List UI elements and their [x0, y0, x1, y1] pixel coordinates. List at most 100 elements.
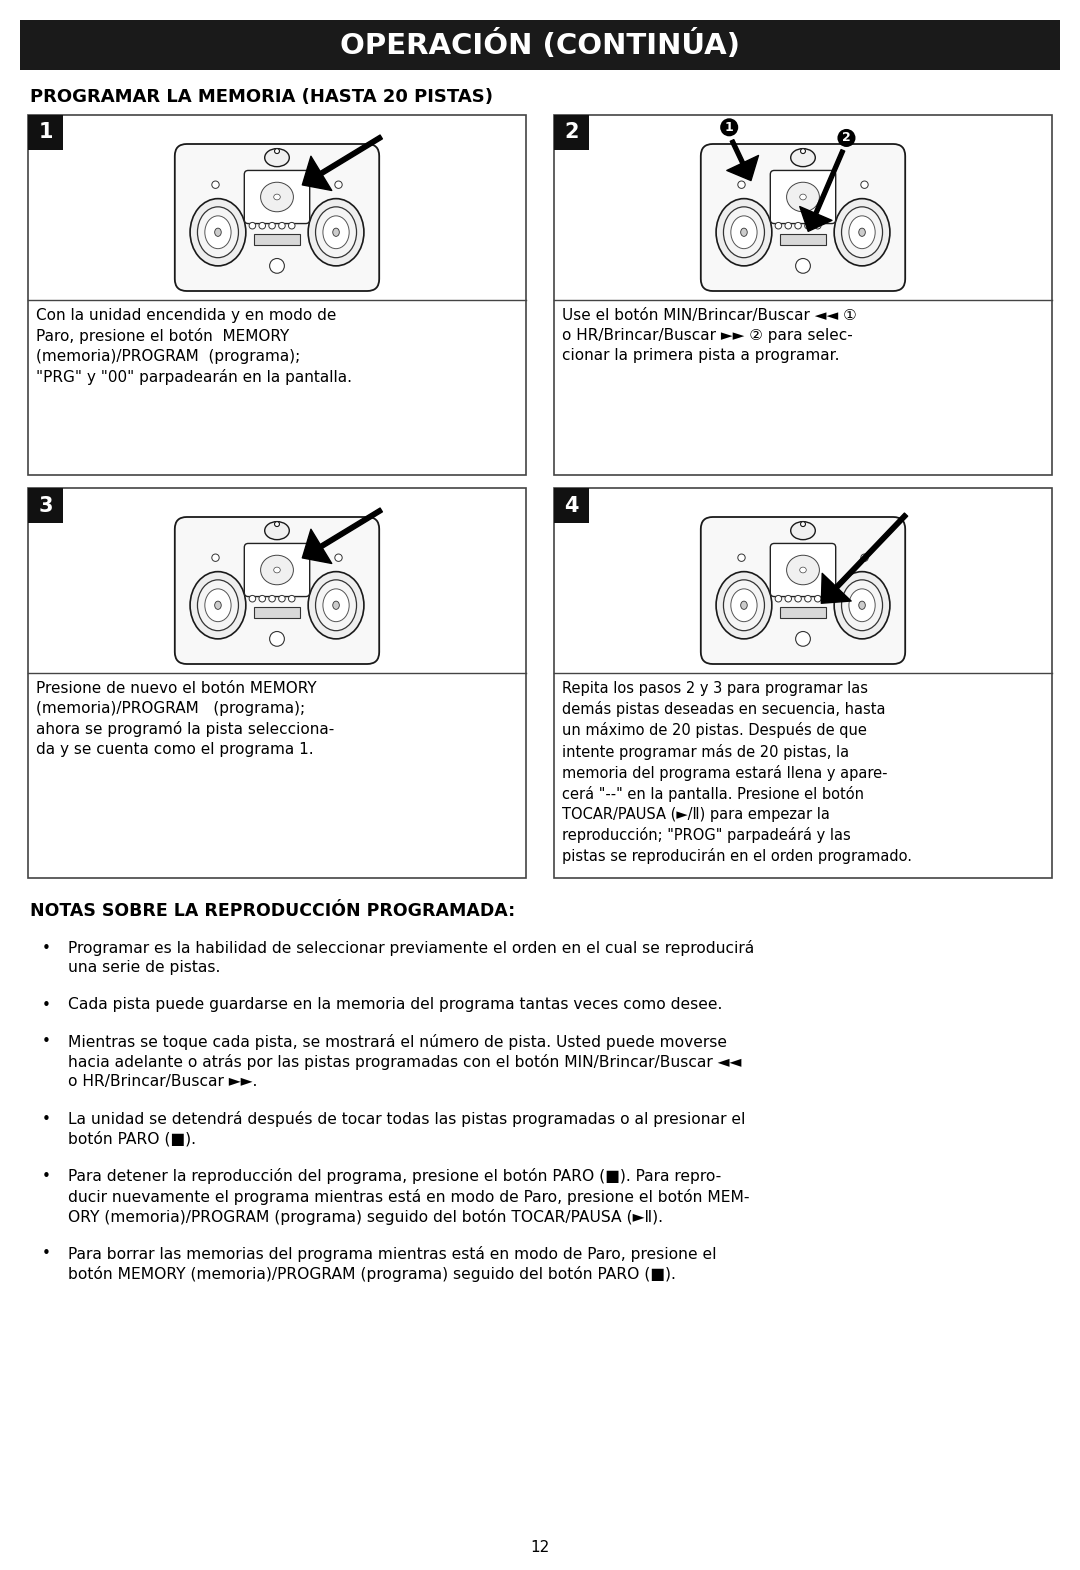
Ellipse shape	[190, 571, 246, 639]
Ellipse shape	[731, 215, 757, 248]
Ellipse shape	[861, 181, 868, 188]
Ellipse shape	[333, 228, 339, 237]
Ellipse shape	[795, 595, 801, 601]
Bar	[255, 608, 299, 617]
Ellipse shape	[190, 199, 246, 265]
Ellipse shape	[198, 207, 239, 257]
Text: Repita los pasos 2 y 3 para programar las
demás pistas deseadas en secuencia, ha: Repita los pasos 2 y 3 para programar la…	[562, 681, 912, 864]
Ellipse shape	[841, 579, 882, 631]
Ellipse shape	[335, 554, 342, 562]
Text: La unidad se detendrá después de tocar todas las pistas programadas o al presion: La unidad se detendrá después de tocar t…	[68, 1112, 745, 1146]
Bar	[21, 20, 1059, 71]
Bar	[28, 488, 63, 523]
Ellipse shape	[785, 595, 792, 601]
Ellipse shape	[849, 589, 875, 622]
Ellipse shape	[859, 228, 865, 237]
Ellipse shape	[288, 223, 295, 229]
Ellipse shape	[269, 223, 275, 229]
Ellipse shape	[716, 571, 772, 639]
Bar	[28, 115, 63, 151]
Ellipse shape	[724, 207, 765, 257]
Ellipse shape	[315, 207, 356, 257]
Text: •: •	[41, 1112, 51, 1127]
Ellipse shape	[785, 223, 792, 229]
Text: 2: 2	[842, 132, 851, 144]
Ellipse shape	[841, 207, 882, 257]
Ellipse shape	[796, 259, 810, 273]
Ellipse shape	[260, 556, 294, 584]
Ellipse shape	[279, 595, 285, 601]
Ellipse shape	[333, 601, 339, 609]
FancyBboxPatch shape	[770, 543, 836, 597]
Text: 1: 1	[38, 122, 53, 143]
Ellipse shape	[837, 129, 855, 148]
Ellipse shape	[198, 579, 239, 631]
Text: Para detener la reproducción del programa, presione el botón PARO (■). Para repr: Para detener la reproducción del program…	[68, 1168, 750, 1225]
Bar	[255, 234, 299, 245]
Ellipse shape	[259, 595, 266, 601]
FancyBboxPatch shape	[175, 144, 379, 290]
Ellipse shape	[279, 223, 285, 229]
Ellipse shape	[786, 182, 820, 212]
Ellipse shape	[814, 595, 821, 601]
Text: Programar es la habilidad de seleccionar previamente el orden en el cual se repr: Programar es la habilidad de seleccionar…	[68, 940, 754, 975]
Text: 2: 2	[564, 122, 579, 143]
Text: •: •	[41, 1170, 51, 1184]
Ellipse shape	[274, 149, 280, 154]
Ellipse shape	[269, 595, 275, 601]
Bar	[781, 234, 825, 245]
Text: •: •	[41, 999, 51, 1013]
Text: Con la unidad encendida y en modo de
Paro, presione el botón  MEMORY
(memoria)/P: Con la unidad encendida y en modo de Par…	[36, 308, 352, 385]
Ellipse shape	[861, 554, 868, 562]
Bar	[554, 115, 1052, 476]
Ellipse shape	[741, 601, 747, 609]
Text: Presione de nuevo el botón MEMORY
(memoria)/PROGRAM   (programa);
ahora se progr: Presione de nuevo el botón MEMORY (memor…	[36, 681, 334, 757]
Text: •: •	[41, 940, 51, 956]
Bar	[28, 488, 526, 878]
Ellipse shape	[786, 556, 820, 584]
Ellipse shape	[249, 595, 256, 601]
Ellipse shape	[791, 149, 815, 166]
Text: 4: 4	[564, 496, 579, 515]
Ellipse shape	[308, 199, 364, 265]
Bar	[781, 608, 825, 617]
Text: Para borrar las memorias del programa mientras está en modo de Paro, presione el: Para borrar las memorias del programa mi…	[68, 1245, 716, 1283]
Ellipse shape	[273, 567, 281, 573]
FancyBboxPatch shape	[701, 517, 905, 664]
FancyBboxPatch shape	[770, 171, 836, 223]
Text: PROGRAMAR LA MEMORIA (HASTA 20 PISTAS): PROGRAMAR LA MEMORIA (HASTA 20 PISTAS)	[30, 88, 492, 107]
Ellipse shape	[795, 223, 801, 229]
Text: 3: 3	[38, 496, 53, 515]
Ellipse shape	[205, 215, 231, 248]
Ellipse shape	[799, 567, 807, 573]
Ellipse shape	[270, 631, 284, 647]
Ellipse shape	[834, 199, 890, 265]
Ellipse shape	[215, 601, 221, 609]
Ellipse shape	[270, 259, 284, 273]
Ellipse shape	[738, 554, 745, 562]
Ellipse shape	[249, 223, 256, 229]
Ellipse shape	[775, 223, 782, 229]
FancyBboxPatch shape	[244, 171, 310, 223]
Text: OPERACIÓN (CONTINÚA): OPERACIÓN (CONTINÚA)	[340, 30, 740, 60]
Ellipse shape	[288, 595, 295, 601]
Ellipse shape	[849, 215, 875, 248]
Ellipse shape	[859, 601, 865, 609]
Ellipse shape	[335, 181, 342, 188]
Bar	[28, 115, 526, 476]
Ellipse shape	[260, 182, 294, 212]
Ellipse shape	[274, 521, 280, 526]
Ellipse shape	[724, 579, 765, 631]
Ellipse shape	[800, 149, 806, 154]
Text: 1: 1	[725, 121, 733, 133]
FancyBboxPatch shape	[244, 543, 310, 597]
Ellipse shape	[308, 571, 364, 639]
Text: •: •	[41, 1247, 51, 1262]
Ellipse shape	[834, 571, 890, 639]
Ellipse shape	[731, 589, 757, 622]
Ellipse shape	[720, 118, 739, 137]
Bar	[554, 115, 589, 151]
Text: 12: 12	[530, 1540, 550, 1556]
Ellipse shape	[212, 554, 219, 562]
Text: •: •	[41, 1035, 51, 1049]
